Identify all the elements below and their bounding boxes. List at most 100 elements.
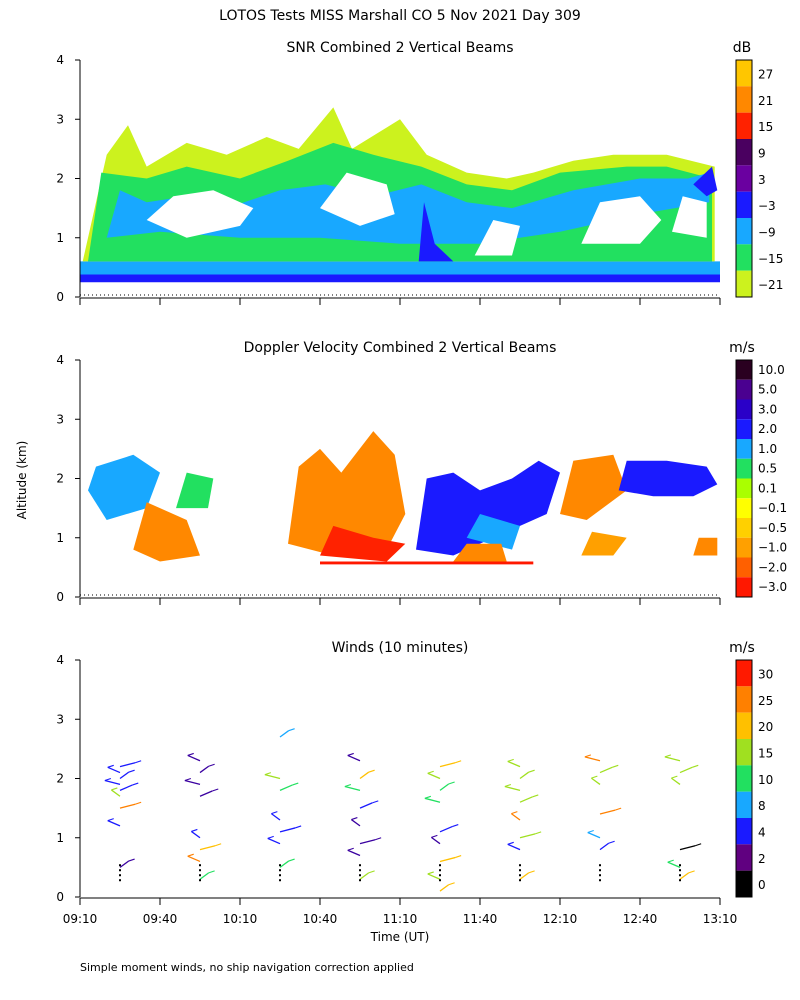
wind-barb-flag — [344, 783, 352, 787]
colorbar-swatch — [736, 244, 752, 271]
wind-barb — [359, 839, 376, 845]
wind-barb — [347, 754, 361, 762]
low-level-marker — [439, 869, 441, 872]
colorbar-label: −9 — [758, 225, 776, 239]
wind-barb-flag — [288, 858, 295, 862]
data-region — [176, 472, 214, 509]
colorbar-label: 30 — [758, 667, 773, 681]
wind-barb-flag — [584, 754, 592, 758]
doppler-panel: Doppler Velocity Combined 2 Vertical Bea… — [56, 340, 787, 605]
y-tick-label: 0 — [56, 590, 64, 604]
wind-barb — [267, 837, 281, 845]
low-level-marker — [119, 869, 121, 872]
colorbar-swatch — [736, 360, 752, 380]
wind-barb — [519, 833, 536, 839]
wind-barb-flag — [528, 769, 535, 773]
colorbar-swatch — [736, 458, 752, 479]
panel-title: SNR Combined 2 Vertical Beams — [286, 40, 513, 56]
wind-barb — [439, 783, 450, 791]
colorbar-label: −15 — [758, 252, 783, 266]
data-region — [80, 274, 720, 283]
colorbar-label: 3.0 — [758, 402, 777, 416]
low-level-marker — [279, 874, 281, 877]
x-tick-label: 12:10 — [543, 912, 578, 926]
colorbar-swatch — [736, 518, 752, 538]
colorbar-frame — [735, 659, 753, 898]
wind-barb-flag — [191, 828, 198, 832]
wind-barb — [679, 845, 696, 851]
wind-barb-flag — [528, 870, 535, 874]
wind-barb-flag — [107, 764, 114, 768]
footnote: Simple moment winds, no ship navigation … — [80, 961, 414, 974]
y-tick-label: 0 — [56, 890, 64, 904]
colorbar-label: −1.0 — [758, 541, 787, 555]
wind-barb — [679, 872, 690, 880]
x-axis-label: Time (UT) — [370, 930, 430, 944]
y-tick-label: 2 — [56, 172, 64, 186]
wind-barb-flag — [132, 782, 139, 786]
wind-barb — [184, 779, 201, 786]
wind-barb — [119, 762, 136, 768]
data-region — [288, 431, 406, 556]
colorbar-swatch — [736, 660, 752, 687]
wind-barb-flag — [288, 728, 295, 732]
low-level-marker — [599, 864, 601, 867]
colorbar-swatch — [736, 112, 752, 139]
wind-barb-flag — [504, 783, 512, 787]
wind-barb-flag — [612, 764, 619, 768]
figure-title: LOTOS Tests MISS Marshall CO 5 Nov 2021 … — [219, 8, 581, 24]
colorbar-swatch — [736, 844, 752, 871]
wind-barb-flag — [128, 858, 135, 862]
colorbar-label: 0.1 — [758, 481, 777, 495]
wind-barb-flag — [454, 760, 462, 764]
colorbar-swatch — [736, 557, 752, 578]
wind-barb — [359, 771, 370, 780]
low-level-marker — [599, 869, 601, 872]
wind-barb-flag — [368, 870, 375, 874]
y-tick-label: 4 — [56, 653, 64, 667]
low-level-marker — [359, 879, 361, 882]
x-tick-label: 12:40 — [623, 912, 658, 926]
wind-barb — [519, 872, 530, 880]
colorbar-label: 1.0 — [758, 442, 777, 456]
colorbar-label: 8 — [758, 799, 766, 813]
low-level-marker — [359, 864, 361, 867]
data-region — [320, 561, 534, 565]
data-region — [320, 172, 395, 226]
x-tick-label: 11:40 — [463, 912, 498, 926]
wind-barb — [107, 820, 121, 827]
wind-barb — [667, 861, 681, 868]
colorbar-label: 10 — [758, 773, 773, 787]
wind-barb-flag — [511, 811, 518, 815]
colorbar-swatch — [736, 765, 752, 792]
data-region — [672, 196, 707, 238]
wind-barb — [664, 756, 681, 762]
wind-barb — [199, 872, 210, 880]
wind-barb — [507, 843, 521, 851]
colorbar-label: 2.0 — [758, 422, 777, 436]
wind-barb-flag — [454, 855, 462, 859]
colorbar-label: 27 — [758, 67, 773, 81]
wind-barb — [519, 796, 533, 803]
wind-barb — [190, 830, 201, 839]
panel-title: Winds (10 minutes) — [332, 640, 469, 656]
wind-barb — [119, 771, 130, 780]
colorbar-swatch — [736, 191, 752, 218]
wind-barb-flag — [208, 870, 215, 874]
colorbar-label: 25 — [758, 694, 773, 708]
low-level-marker — [119, 879, 121, 882]
wind-barb — [670, 777, 681, 785]
wind-barb — [187, 855, 201, 863]
y-tick-label: 3 — [56, 412, 64, 426]
wind-barb — [359, 802, 373, 809]
colorbar-label: 10.0 — [758, 363, 785, 377]
data-region — [88, 454, 160, 520]
wind-barb-flag — [187, 853, 194, 857]
wind-barb — [599, 766, 613, 774]
low-level-marker — [599, 879, 601, 882]
low-level-marker — [519, 864, 521, 867]
wind-barb-flag — [694, 843, 702, 847]
wind-barb — [439, 856, 456, 863]
wind-barb — [439, 762, 456, 768]
data-region — [466, 514, 520, 550]
